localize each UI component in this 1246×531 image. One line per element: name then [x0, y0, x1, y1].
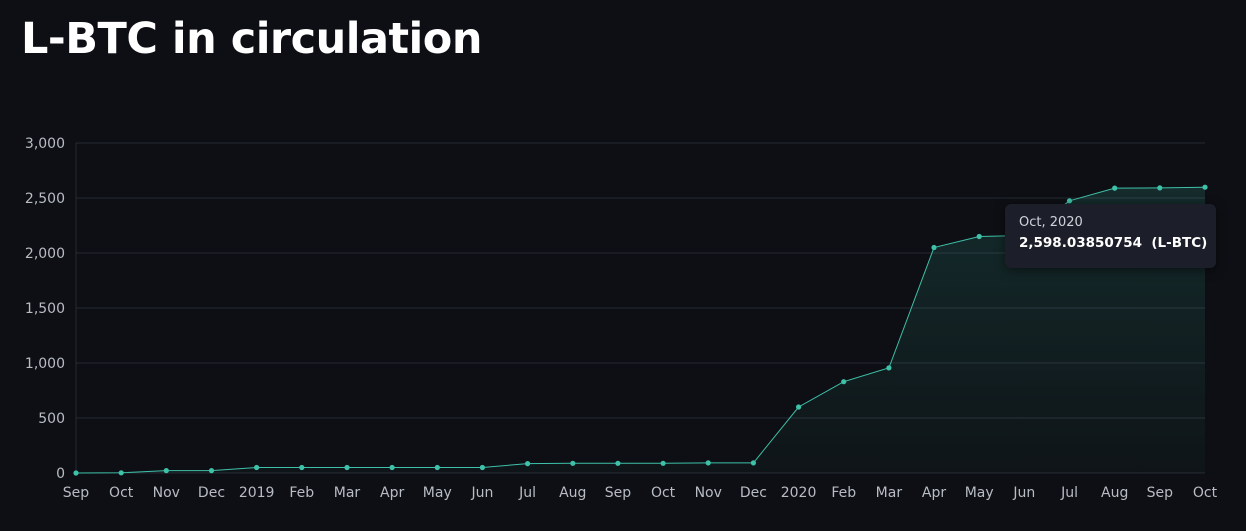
x-tick-label: Mar — [876, 485, 903, 501]
x-tick-label: Mar — [334, 485, 361, 501]
data-point[interactable] — [1112, 185, 1118, 191]
y-tick-label: 2,000 — [25, 246, 65, 262]
y-tick-label: 1,500 — [25, 301, 65, 317]
x-tick-label: Apr — [380, 485, 404, 501]
y-tick-label: 1,000 — [25, 356, 65, 372]
y-tick-label: 500 — [38, 411, 65, 427]
chart-tooltip: Oct, 2020 2,598.03850754 (L-BTC) — [1005, 204, 1216, 268]
data-point[interactable] — [73, 470, 79, 476]
data-point[interactable] — [479, 464, 485, 471]
y-tick-label: 3,000 — [25, 136, 65, 152]
data-point[interactable] — [344, 464, 350, 471]
tooltip-value: 2,598.03850754 (L-BTC) — [1019, 232, 1207, 254]
x-tick-label: Aug — [559, 485, 586, 501]
x-tick-label: 2020 — [781, 485, 817, 501]
x-tick-label: Nov — [695, 485, 722, 501]
x-tick-label: Apr — [922, 485, 946, 501]
data-points — [73, 184, 1208, 476]
data-point[interactable] — [931, 244, 937, 251]
data-point[interactable] — [254, 464, 260, 471]
x-tick-label: Feb — [289, 485, 314, 501]
x-tick-label: Dec — [198, 485, 225, 501]
tooltip-date: Oct, 2020 — [1019, 215, 1083, 230]
x-tick-label: Oct — [1193, 485, 1218, 501]
data-point[interactable] — [1157, 185, 1163, 191]
data-point[interactable] — [796, 404, 802, 410]
data-point[interactable] — [1066, 198, 1073, 204]
x-tick-label: May — [965, 485, 994, 501]
data-point[interactable] — [841, 379, 847, 385]
tooltip-unit: (L-BTC) — [1151, 235, 1208, 251]
data-point[interactable] — [525, 461, 531, 467]
data-point[interactable] — [208, 468, 215, 474]
y-tick-label: 2,500 — [25, 191, 65, 207]
x-tick-label: Jul — [1060, 485, 1078, 501]
x-tick-label: Oct — [651, 485, 676, 501]
x-tick-label: May — [423, 485, 452, 501]
x-tick-label: Jul — [518, 485, 536, 501]
y-axis: 0 500 1,000 1,500 2,000 2,500 3,000 — [25, 136, 65, 482]
data-point[interactable] — [118, 470, 124, 476]
x-tick-label: Dec — [740, 485, 767, 501]
data-point[interactable] — [434, 464, 440, 471]
data-point[interactable] — [750, 460, 757, 466]
data-point[interactable] — [1202, 184, 1208, 190]
page-title: L-BTC in circulation — [21, 14, 482, 64]
data-point[interactable] — [886, 365, 892, 371]
data-point[interactable] — [299, 464, 305, 471]
data-point[interactable] — [389, 464, 395, 471]
x-tick-label: Jun — [471, 485, 494, 501]
x-tick-label: Jun — [1012, 485, 1035, 501]
x-tick-label: 2019 — [239, 485, 275, 501]
data-point[interactable] — [660, 460, 666, 466]
data-point[interactable] — [705, 460, 711, 466]
x-tick-label: Nov — [153, 485, 180, 501]
x-tick-label: Feb — [831, 485, 856, 501]
x-tick-label: Sep — [1147, 485, 1174, 501]
data-point[interactable] — [570, 460, 576, 466]
data-point[interactable] — [615, 460, 621, 466]
x-tick-label: Aug — [1101, 485, 1128, 501]
x-axis: Sep Oct Nov Dec 2019 Feb Mar Apr May Jun Jul Aug Sep… — [63, 485, 1218, 501]
x-tick-label: Oct — [109, 485, 134, 501]
x-tick-label: Sep — [605, 485, 632, 501]
series-area — [76, 187, 1205, 473]
tooltip-amount: 2,598.03850754 — [1019, 235, 1142, 251]
y-tick-label: 0 — [56, 466, 65, 482]
data-point[interactable] — [976, 233, 982, 240]
x-tick-label: Sep — [63, 485, 90, 501]
data-point[interactable] — [163, 468, 169, 474]
